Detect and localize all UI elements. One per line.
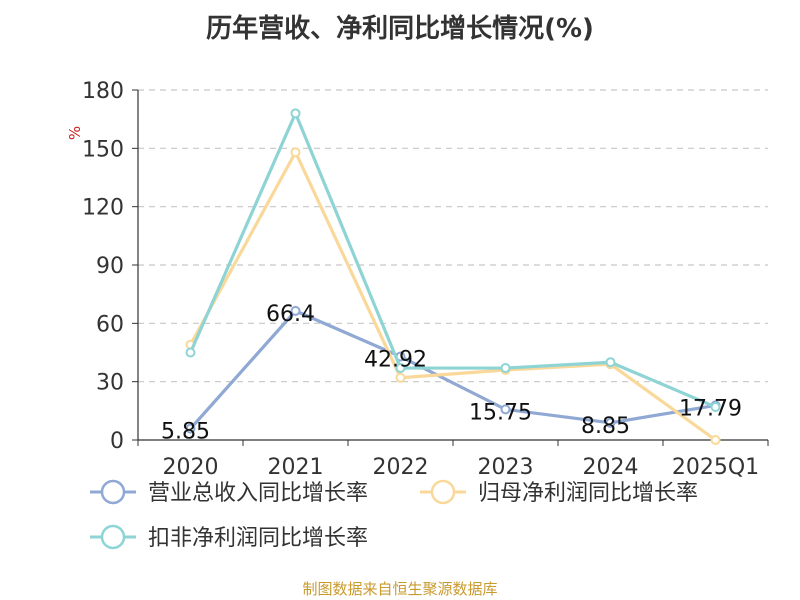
y-tick-label: 30 — [96, 371, 124, 396]
data-point — [290, 108, 301, 119]
x-tick-label: 2022 — [373, 455, 429, 480]
x-tick-label: 2021 — [268, 455, 324, 480]
x-tick-label: 2023 — [478, 455, 534, 480]
data-label: 42.92 — [364, 348, 427, 373]
data-point — [185, 347, 196, 358]
data-point — [185, 423, 196, 434]
legend-label: 扣非净利润同比增长率 — [148, 526, 368, 551]
y-tick-label: 120 — [82, 196, 124, 221]
x-tick-label: 2025Q1 — [672, 455, 759, 480]
series-line-3 — [189, 111, 717, 409]
y-tick-label: 180 — [82, 79, 124, 104]
y-axis-label: % — [66, 126, 84, 140]
data-point — [395, 372, 406, 383]
data-point — [710, 401, 721, 412]
data-label: 5.85 — [161, 420, 210, 445]
data-point — [500, 363, 511, 374]
legend-marker — [430, 479, 456, 505]
series-line-2 — [189, 150, 717, 442]
data-point — [290, 305, 301, 316]
chart-title: 历年营收、净利同比增长情况(%) — [206, 14, 594, 44]
data-label: 8.85 — [581, 414, 630, 439]
legend-label: 归母净利润同比增长率 — [478, 481, 698, 506]
data-label: 66.4 — [266, 302, 315, 327]
data-point — [500, 404, 511, 415]
y-tick-label: 0 — [110, 429, 124, 454]
data-point — [710, 435, 721, 445]
data-point — [290, 147, 301, 158]
legend-marker — [100, 479, 126, 505]
y-tick-label: 90 — [96, 254, 124, 279]
x-tick-label: 2020 — [163, 455, 219, 480]
legend-marker — [100, 524, 126, 550]
data-point — [605, 357, 616, 368]
data-point — [605, 417, 616, 428]
legend-label: 营业总收入同比增长率 — [148, 481, 368, 506]
data-point — [395, 363, 406, 374]
data-label: 15.75 — [469, 400, 532, 425]
y-tick-label: 60 — [96, 312, 124, 337]
source-note: 制图数据来自恒生聚源数据库 — [302, 580, 498, 598]
y-tick-label: 150 — [82, 137, 124, 162]
data-label: 17.79 — [679, 396, 742, 421]
series-line-1 — [189, 309, 716, 430]
x-tick-label: 2024 — [583, 455, 639, 480]
